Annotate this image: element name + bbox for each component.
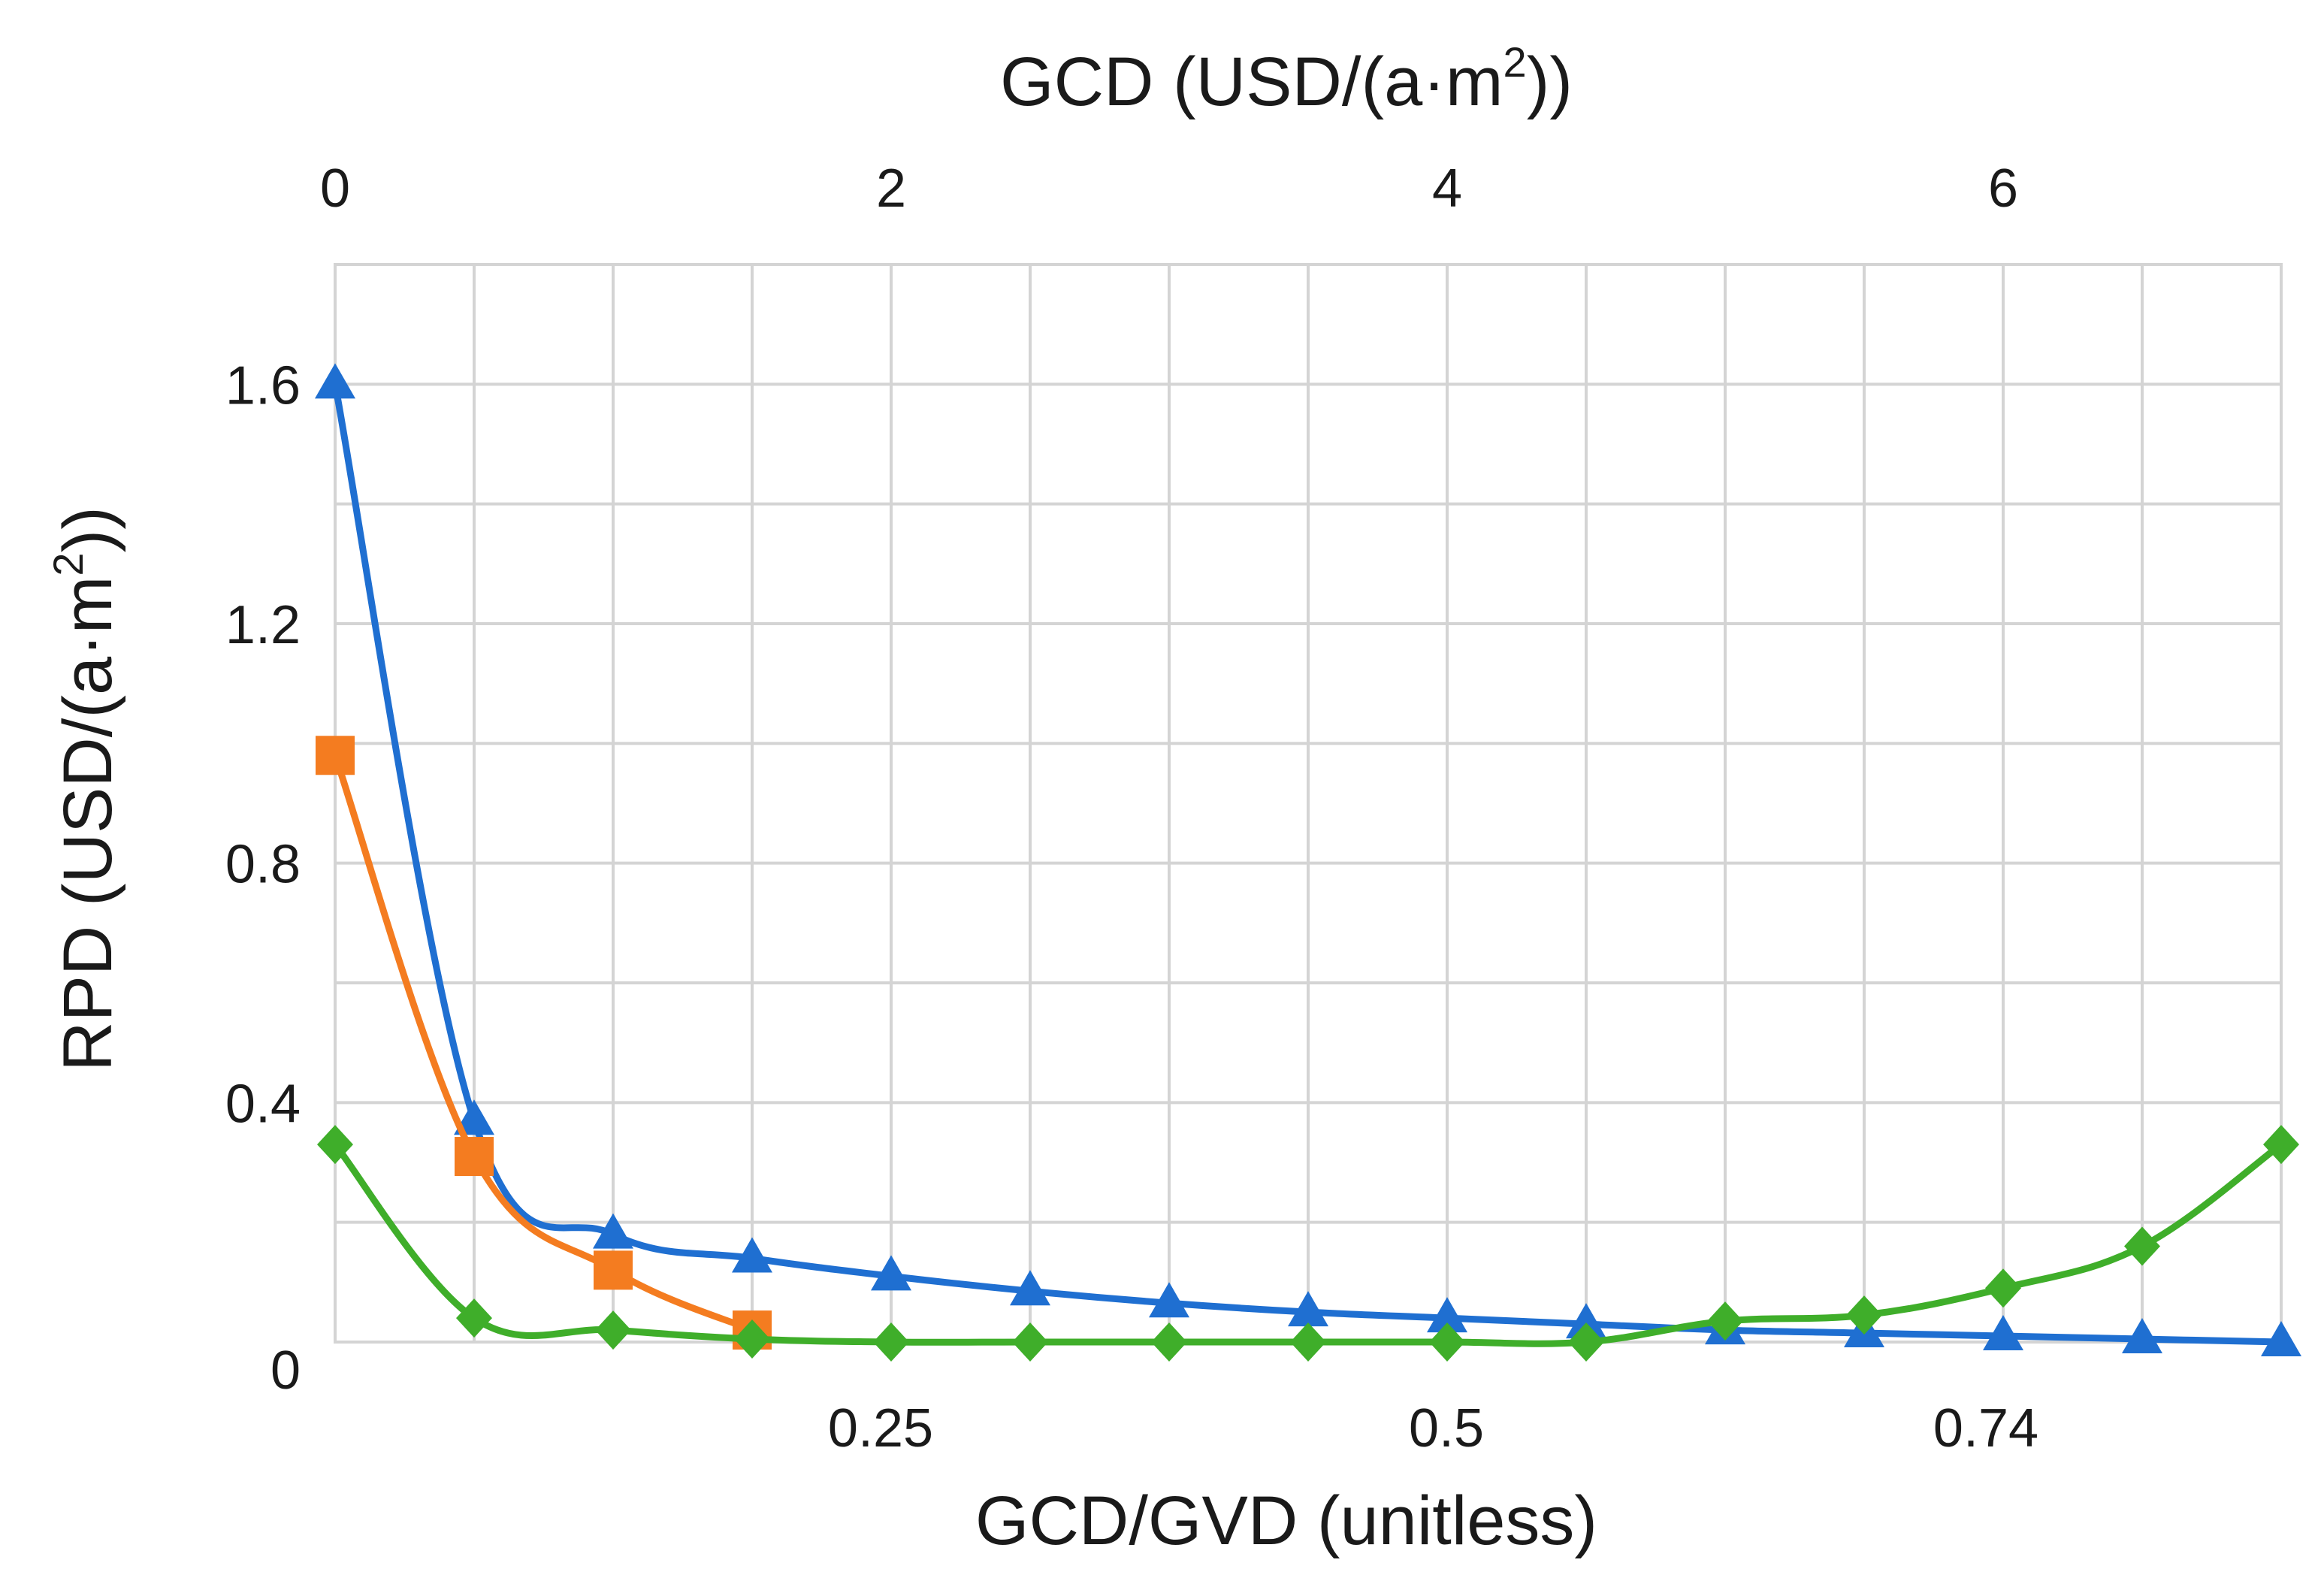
series-2-diamond-marker	[456, 1298, 492, 1338]
series-1-square-marker	[316, 736, 355, 775]
series-1-square-marker	[594, 1250, 633, 1290]
y-axis-tick-label: 0.4	[225, 1074, 301, 1134]
y-axis-tick-label: 1.2	[225, 595, 301, 655]
series-0-triangle-marker	[1566, 1303, 1606, 1339]
grid-layer	[334, 263, 2283, 1344]
series-2-diamond-marker	[873, 1322, 909, 1362]
y-axis-tick-label: 0.8	[225, 835, 301, 895]
series-2-diamond-marker	[595, 1310, 631, 1350]
series-1-square-marker	[455, 1137, 494, 1177]
series-2-diamond-marker	[1429, 1322, 1465, 1362]
series-2-diamond-marker	[1568, 1322, 1604, 1362]
series-2-diamond-marker	[734, 1319, 770, 1359]
series-2-diamond-marker	[1846, 1295, 1882, 1335]
series-2-diamond-marker	[1012, 1322, 1048, 1362]
series-2-diamond-marker	[1985, 1268, 2021, 1308]
series-0-triangle-marker	[1288, 1291, 1328, 1327]
y-axis-title: RPD (USD/(a·m2))	[44, 506, 126, 1072]
series-2-diamond-marker	[2124, 1226, 2160, 1266]
series-0-triangle-marker	[1983, 1315, 2023, 1351]
series-layer	[315, 363, 2301, 1362]
series-2-diamond-marker	[1151, 1322, 1187, 1362]
series-0-triangle-marker	[2261, 1321, 2301, 1356]
top-axis-tick-label: 2	[876, 159, 906, 219]
series-2-diamond-marker	[2263, 1125, 2299, 1165]
series-0-triangle-marker	[1427, 1297, 1467, 1333]
tick-label-layer: 0 2 4 6 0 0.4 0.8 1.2 1.6 0.25 0.5 0.74	[225, 159, 2038, 1459]
series-0-triangle-marker	[1149, 1282, 1189, 1318]
top-axis-title: GCD (USD/(a·m2))	[1000, 38, 1573, 120]
series-0-line	[331, 380, 2285, 1346]
series-2-diamond-marker	[317, 1125, 353, 1165]
bottom-axis-tick-label: 0.5	[1409, 1398, 1484, 1459]
series-2-diamond-marker	[1290, 1322, 1326, 1362]
y-axis-tick-label: 0	[270, 1341, 301, 1401]
top-axis-tick-label: 0	[320, 159, 350, 219]
bottom-axis-title: GCD/GVD (unitless)	[975, 1483, 1597, 1559]
series-0-triangle-marker	[2122, 1318, 2162, 1354]
series-2-diamond-marker	[1707, 1301, 1743, 1341]
series-0-triangle-marker	[732, 1237, 772, 1273]
series-1-line	[331, 751, 756, 1334]
series-0-triangle-marker	[871, 1255, 911, 1291]
series-0-triangle-marker	[315, 363, 355, 399]
bottom-axis-tick-label: 0.74	[1933, 1398, 2038, 1459]
top-axis-tick-label: 6	[1988, 159, 2018, 219]
series-0-triangle-marker	[1010, 1270, 1050, 1306]
bottom-axis-tick-label: 0.25	[828, 1398, 933, 1459]
y-axis-tick-label: 1.6	[225, 355, 301, 416]
series-0-triangle-marker	[454, 1099, 494, 1135]
top-axis-tick-label: 4	[1432, 159, 1462, 219]
series-0-triangle-marker	[593, 1213, 633, 1249]
